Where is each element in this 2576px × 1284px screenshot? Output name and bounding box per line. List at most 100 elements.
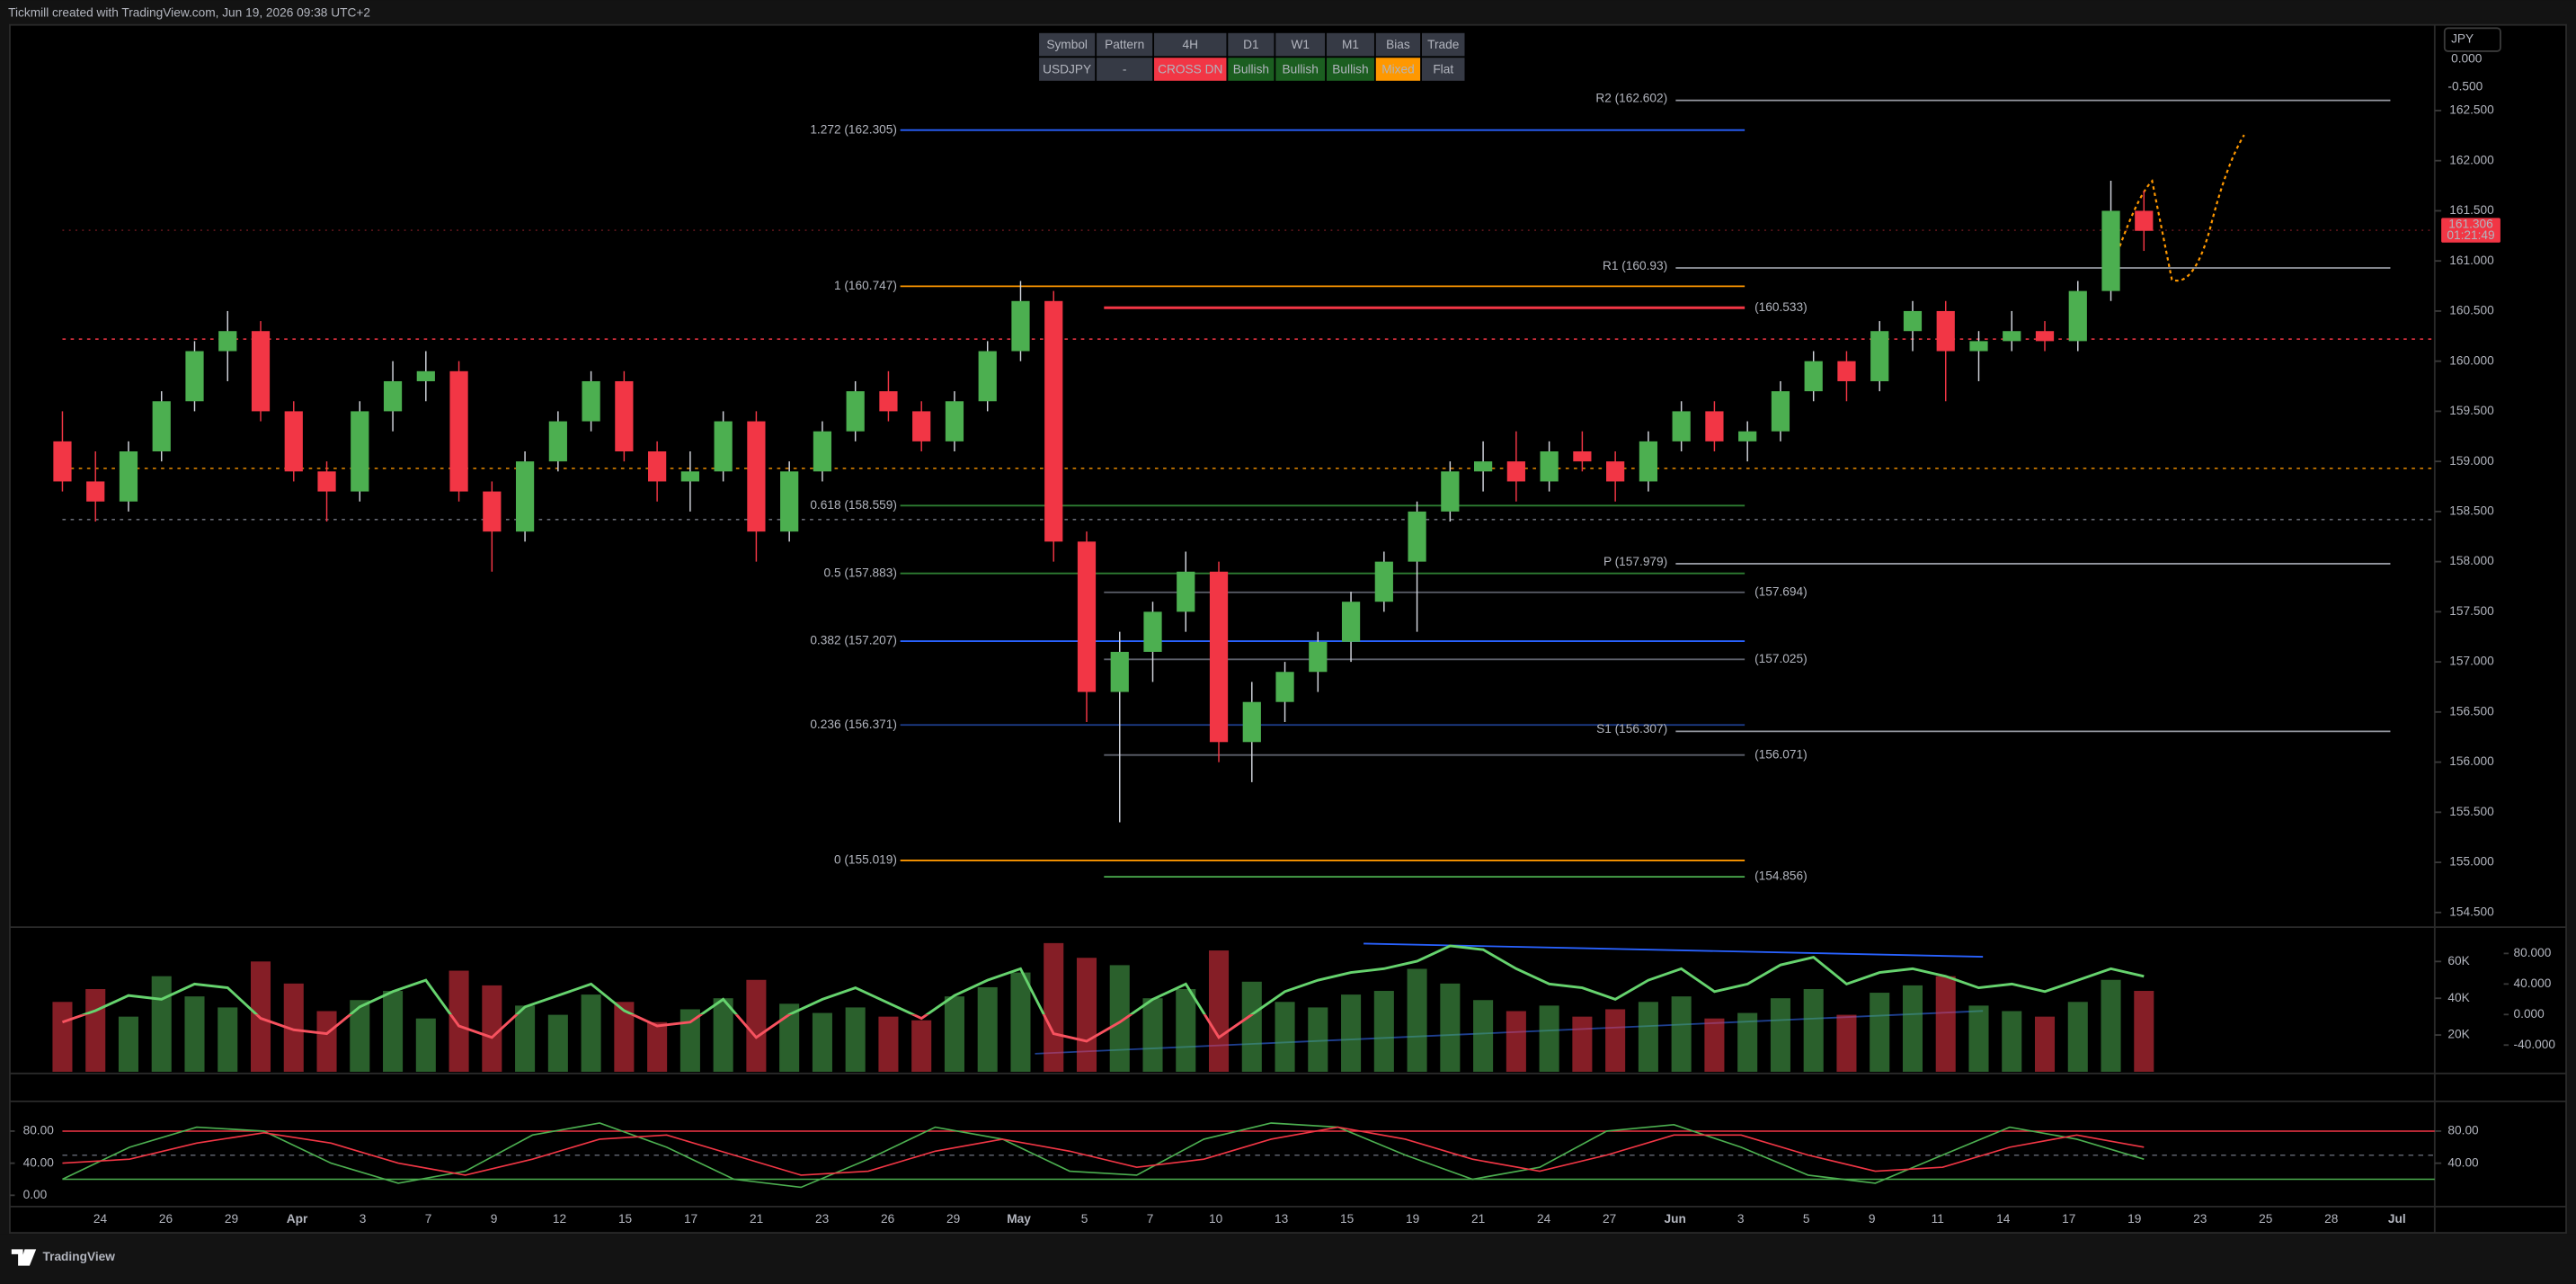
- volume-bar: [482, 985, 502, 1072]
- table-cell: [1375, 58, 1421, 81]
- table-header-cell: [1421, 32, 1465, 57]
- x-tick-label: 23: [2193, 1212, 2207, 1226]
- candle-body: [1044, 300, 1063, 542]
- volume-bar: [713, 998, 733, 1072]
- volume-bar: [1308, 1007, 1328, 1072]
- candle-body: [1639, 441, 1658, 482]
- candle-body: [251, 331, 271, 412]
- volume-bar: [547, 1014, 568, 1072]
- volume-bar: [944, 996, 964, 1072]
- volume-bar: [1044, 942, 1064, 1072]
- candle-body: [1506, 461, 1525, 482]
- candle-body: [1573, 451, 1592, 462]
- volume-bar: [184, 996, 205, 1072]
- x-tick-label: 12: [553, 1212, 566, 1226]
- candle-body: [1606, 461, 1625, 482]
- x-tick-label: Jun: [1665, 1212, 1686, 1226]
- candle-body: [86, 481, 105, 502]
- table-cell: [1154, 58, 1227, 81]
- y-tick-label: 158.000: [2449, 554, 2494, 567]
- candle-body: [846, 391, 865, 432]
- volume-bar: [2002, 1011, 2022, 1072]
- y-tick-label: 80.00: [23, 1124, 55, 1137]
- last-price-label: 161.306: [2448, 217, 2493, 230]
- y-tick-label: 157.500: [2449, 604, 2494, 618]
- level-label: 0.618 (158.559): [810, 498, 897, 512]
- level-label: S1 (156.307): [1596, 722, 1667, 736]
- volume-bar: [977, 986, 998, 1072]
- volume-bar: [1902, 985, 1923, 1072]
- volume-bar: [1638, 1002, 1658, 1072]
- y2-tick-label: 0.000: [2514, 1007, 2545, 1021]
- x-tick-label: 15: [618, 1212, 633, 1226]
- x-tick-label: 27: [1603, 1212, 1616, 1226]
- volume-bar: [515, 1005, 536, 1072]
- candle-body: [152, 401, 171, 452]
- y-tick-label: 162.500: [2449, 103, 2494, 117]
- candle-body: [548, 421, 567, 462]
- candle-body: [1177, 571, 1195, 612]
- y-tick-label: 159.000: [2449, 454, 2494, 468]
- x-tick-label: 24: [1537, 1212, 1551, 1226]
- currency-box[interactable]: [2443, 27, 2501, 52]
- candle-body: [317, 471, 336, 492]
- candle-body: [218, 331, 237, 352]
- y2-tick-label: 80.00: [2447, 1124, 2479, 1137]
- table-header-cell: [1039, 32, 1096, 57]
- table-cell: [1421, 58, 1465, 81]
- table-cell-text: USDJPY: [1043, 63, 1091, 76]
- table-header-cell: [1275, 32, 1326, 57]
- candle-body: [813, 431, 832, 472]
- volume-bar: [350, 1000, 370, 1072]
- x-tick-label: 24: [93, 1212, 108, 1226]
- table-cell: [1097, 58, 1153, 81]
- candle-body: [1837, 361, 1856, 381]
- candle-body: [2101, 210, 2120, 291]
- y-tick-label: 0.00: [23, 1188, 48, 1201]
- candle-body: [912, 411, 931, 441]
- volume-bar: [2034, 1016, 2056, 1072]
- x-tick-label: May: [1007, 1212, 1031, 1226]
- volume-bar: [151, 976, 172, 1072]
- x-tick-label: 23: [815, 1212, 830, 1226]
- candle-body: [1011, 300, 1030, 352]
- y-tick-label: 161.000: [2449, 254, 2494, 267]
- y-tick-label: 20K: [2447, 1028, 2469, 1041]
- volume-bar: [1341, 994, 1362, 1072]
- candle-body: [383, 380, 403, 412]
- volume-bar: [911, 1020, 932, 1072]
- candle-body: [1209, 571, 1229, 743]
- y2-tick-label: -40.000: [2514, 1038, 2556, 1051]
- y-tick-label: 160.500: [2449, 304, 2494, 317]
- scale-label: 0.000: [2451, 52, 2483, 66]
- y-tick-label: 156.000: [2449, 754, 2494, 768]
- table-cell-text: CROSS DN: [1158, 63, 1222, 76]
- stochastic-line: [62, 1126, 2145, 1176]
- candle-body: [2068, 290, 2087, 342]
- candle-body: [1771, 391, 1790, 432]
- x-tick-label: 29: [225, 1212, 238, 1226]
- candle-body: [1903, 310, 1923, 332]
- volume-bar: [581, 994, 601, 1072]
- volume-bar: [878, 1016, 899, 1072]
- countdown-label: 01:21:49: [2447, 228, 2494, 242]
- candle-body: [1705, 411, 1724, 441]
- table-header-text: M1: [1342, 38, 1359, 51]
- volume-bar: [449, 970, 469, 1072]
- y-tick-label: 160.000: [2449, 353, 2494, 367]
- y-tick-label: 156.500: [2449, 704, 2494, 718]
- volume-bar: [1836, 1014, 1857, 1072]
- candle-body: [53, 441, 72, 482]
- table-header-text: W1: [1291, 38, 1310, 51]
- volume-bar: [118, 1016, 139, 1072]
- level-label: (160.533): [1754, 300, 1808, 314]
- volume-bar: [1605, 1009, 1626, 1072]
- x-tick-label: 17: [2062, 1212, 2075, 1226]
- x-tick-label: 7: [1147, 1212, 1154, 1226]
- table-cell: [1275, 58, 1326, 81]
- candle-body: [615, 380, 634, 452]
- projection-path: [2110, 134, 2245, 282]
- candle-body: [1738, 431, 1757, 441]
- volume-bar: [746, 979, 767, 1072]
